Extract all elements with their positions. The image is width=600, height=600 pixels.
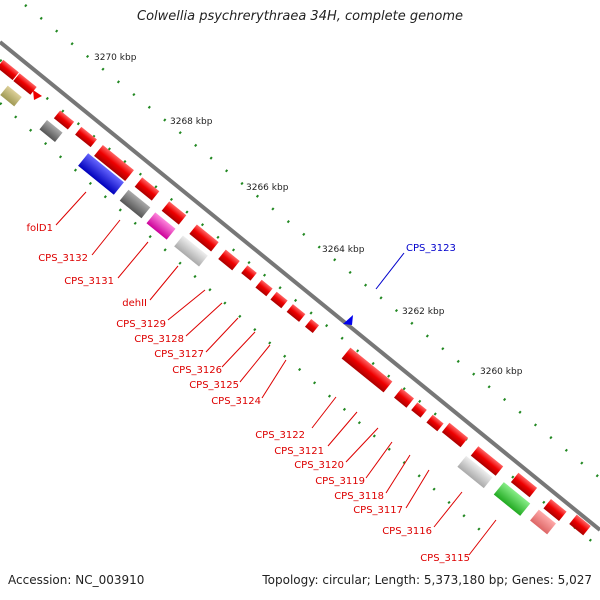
gene-box[interactable] [569, 514, 591, 536]
gene-label[interactable]: CPS_3123 [406, 243, 456, 254]
gene-box[interactable] [493, 482, 531, 516]
gene-box[interactable] [457, 455, 493, 489]
gene-box[interactable] [530, 509, 556, 535]
genome-backbone [0, 40, 600, 532]
gene-box[interactable] [53, 110, 75, 130]
gene-label[interactable]: CPS_3129 [116, 319, 166, 330]
gene-label[interactable]: CPS_3119 [315, 476, 365, 487]
gene-box[interactable] [119, 189, 151, 219]
gene-box[interactable] [13, 73, 37, 95]
gene-box[interactable] [470, 446, 504, 476]
gene-label[interactable]: CPS_3124 [211, 396, 261, 407]
gene-label[interactable]: CPS_3122 [255, 430, 305, 441]
kbp-label: 3270 kbp [94, 53, 137, 63]
gene-label[interactable]: CPS_3117 [353, 505, 403, 516]
gene-box[interactable] [286, 304, 306, 322]
gene-box[interactable] [174, 235, 208, 267]
gene-label[interactable]: CPS_3115 [420, 553, 470, 564]
gene-box[interactable] [341, 347, 393, 393]
gene-label[interactable]: CPS_3131 [64, 276, 114, 287]
gene-box[interactable] [543, 499, 567, 521]
gene-box[interactable] [255, 279, 273, 297]
accession-text: Accession: NC_003910 [8, 573, 145, 587]
kbp-label: 3268 kbp [170, 117, 213, 127]
gene-box[interactable] [411, 402, 427, 418]
gene-label[interactable]: CPS_3126 [172, 365, 222, 376]
gene-label[interactable]: CPS_3132 [38, 253, 88, 264]
gene-box[interactable] [510, 472, 538, 498]
gene-box[interactable] [94, 144, 134, 182]
gene-box[interactable] [189, 224, 219, 252]
kbp-label: 3262 kbp [402, 307, 445, 317]
gene-labels: folD1 CPS_3132 CPS_3131 dehII CPS_3129 C… [27, 223, 470, 564]
kbp-label: 3260 kbp [480, 367, 523, 377]
tick-row-outer [24, 4, 600, 479]
gene-box[interactable] [241, 265, 257, 281]
gene-box[interactable] [39, 120, 63, 142]
kbp-label: 3264 kbp [322, 245, 365, 255]
gene-box[interactable] [0, 59, 19, 81]
gene-label[interactable]: CPS_3118 [334, 491, 384, 502]
gene-box[interactable] [78, 153, 124, 195]
tick-row-middle [0, 59, 600, 549]
gene-label[interactable]: CPS_3120 [294, 460, 344, 471]
gene-label[interactable]: dehII [122, 298, 147, 309]
map-title: Colwellia psychrerythraea 34H, complete … [137, 9, 463, 24]
gene-label[interactable]: folD1 [27, 223, 53, 234]
gene-box[interactable] [394, 388, 414, 408]
tick-row-inner [0, 102, 481, 531]
gene-label[interactable]: CPS_3127 [154, 349, 204, 360]
gene-box[interactable] [304, 318, 320, 334]
gene-box[interactable] [426, 414, 444, 432]
gene-box[interactable] [161, 201, 187, 225]
kbp-label: 3266 kbp [246, 183, 289, 193]
gene-label[interactable]: CPS_3125 [189, 380, 239, 391]
genome-summary-text: Topology: circular; Length: 5,373,180 bp… [262, 573, 592, 587]
gene-arrow-blue[interactable] [343, 315, 353, 325]
gene-box[interactable] [75, 126, 97, 148]
gene-box[interactable] [134, 177, 160, 201]
gene-features [0, 59, 591, 536]
leader-lines [55, 191, 497, 556]
gene-box[interactable] [218, 249, 240, 271]
gene-box[interactable] [270, 291, 288, 309]
gene-label[interactable]: CPS_3128 [134, 334, 184, 345]
gene-box[interactable] [0, 85, 22, 107]
gene-box[interactable] [441, 422, 469, 448]
gene-label[interactable]: CPS_3121 [274, 446, 324, 457]
gene-arrow[interactable] [33, 90, 42, 100]
gene-label[interactable]: CPS_3116 [382, 526, 432, 537]
gene-box[interactable] [146, 212, 176, 240]
